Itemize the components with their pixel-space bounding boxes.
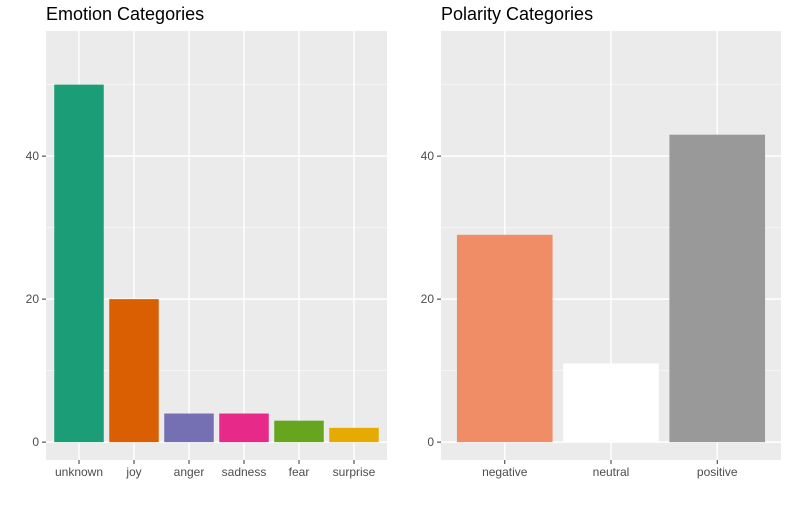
bar-joy: [109, 299, 159, 443]
y-tick-label: 40: [26, 149, 40, 163]
bar-anger: [164, 413, 214, 443]
y-tick-label: 0: [32, 435, 39, 449]
x-tick-label-negative: negative: [482, 465, 528, 479]
bar-negative: [456, 234, 553, 443]
x-tick-label-surprise: surprise: [333, 465, 376, 479]
x-tick-label-unknown: unknown: [55, 465, 103, 479]
x-tick-label-fear: fear: [289, 465, 310, 479]
polarity-chart: Polarity Categories 0 20 40 negative neutral p…: [421, 4, 781, 479]
bar-neutral: [563, 363, 659, 443]
bar-positive: [669, 134, 766, 443]
x-tick-label-positive: positive: [697, 465, 738, 479]
chart-title: Emotion Categories: [46, 4, 204, 24]
x-tick-label-neutral: neutral: [593, 465, 630, 479]
bar-sadness: [219, 413, 269, 443]
bar-fear: [274, 420, 324, 443]
x-tick-label-anger: anger: [174, 465, 205, 479]
bar-unknown: [54, 84, 104, 443]
x-tick-label-sadness: sadness: [222, 465, 267, 479]
x-tick-label-joy: joy: [125, 465, 141, 479]
y-tick-label: 40: [421, 149, 435, 163]
chart-title: Polarity Categories: [441, 4, 593, 24]
y-tick-label: 0: [427, 435, 434, 449]
emotion-chart: Emotion Categories 0 20 40 unknown joy anger sa…: [26, 4, 387, 479]
y-tick-label: 20: [421, 292, 435, 306]
bar-surprise: [329, 427, 379, 443]
y-tick-label: 20: [26, 292, 40, 306]
